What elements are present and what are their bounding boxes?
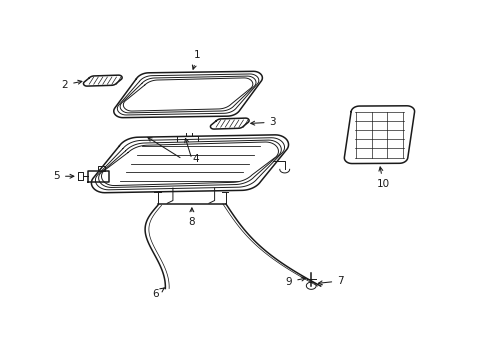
Text: 8: 8: [188, 208, 195, 227]
Text: 2: 2: [61, 80, 81, 90]
Text: 3: 3: [250, 117, 276, 127]
Text: 6: 6: [152, 288, 164, 299]
Text: 1: 1: [192, 50, 201, 69]
Text: 4: 4: [192, 154, 199, 164]
Text: 9: 9: [285, 276, 305, 287]
Text: 5: 5: [53, 171, 74, 181]
Text: 7: 7: [318, 276, 343, 286]
Text: 10: 10: [376, 167, 389, 189]
